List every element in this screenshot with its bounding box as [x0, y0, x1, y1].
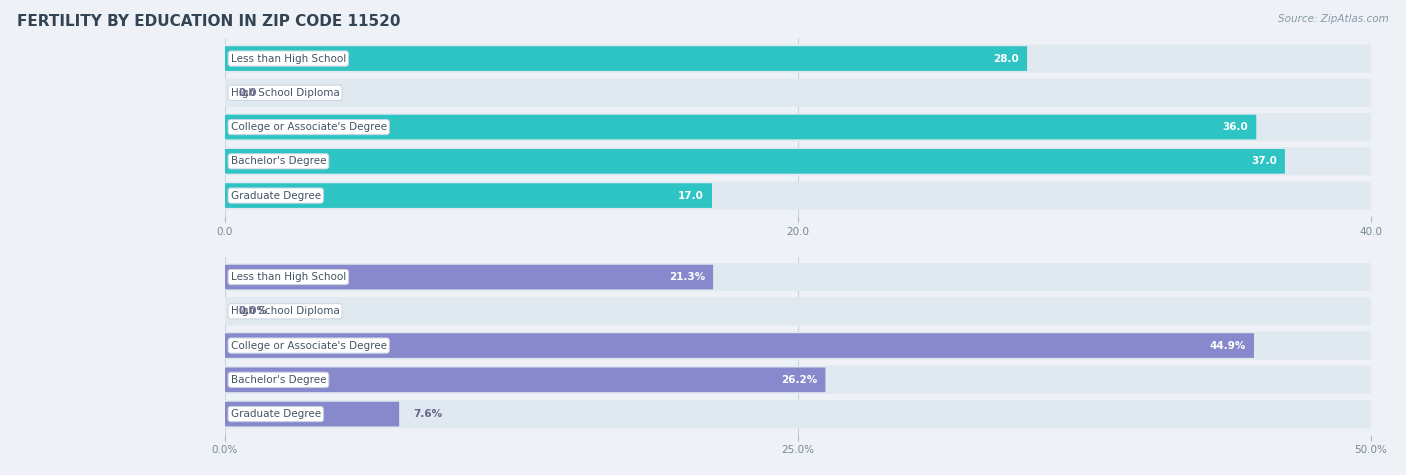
Text: 0.0: 0.0	[239, 88, 257, 98]
FancyBboxPatch shape	[225, 297, 1371, 325]
Text: College or Associate's Degree: College or Associate's Degree	[231, 341, 387, 351]
Text: Less than High School: Less than High School	[231, 54, 346, 64]
FancyBboxPatch shape	[225, 147, 1371, 175]
Text: High School Diploma: High School Diploma	[231, 306, 339, 316]
FancyBboxPatch shape	[225, 366, 1371, 394]
FancyBboxPatch shape	[225, 368, 825, 392]
Text: 28.0: 28.0	[993, 54, 1019, 64]
FancyBboxPatch shape	[225, 400, 1371, 428]
Text: Source: ZipAtlas.com: Source: ZipAtlas.com	[1278, 14, 1389, 24]
Text: Graduate Degree: Graduate Degree	[231, 409, 321, 419]
Text: Bachelor's Degree: Bachelor's Degree	[231, 375, 326, 385]
Text: 7.6%: 7.6%	[413, 409, 441, 419]
Text: 26.2%: 26.2%	[782, 375, 817, 385]
FancyBboxPatch shape	[225, 181, 1371, 209]
Text: College or Associate's Degree: College or Associate's Degree	[231, 122, 387, 132]
Text: High School Diploma: High School Diploma	[231, 88, 339, 98]
FancyBboxPatch shape	[225, 79, 1371, 107]
Text: Graduate Degree: Graduate Degree	[231, 190, 321, 200]
FancyBboxPatch shape	[225, 333, 1254, 358]
Text: 17.0: 17.0	[678, 190, 704, 200]
Text: Less than High School: Less than High School	[231, 272, 346, 282]
FancyBboxPatch shape	[225, 263, 1371, 291]
Text: FERTILITY BY EDUCATION IN ZIP CODE 11520: FERTILITY BY EDUCATION IN ZIP CODE 11520	[17, 14, 401, 29]
Text: 37.0: 37.0	[1251, 156, 1277, 166]
Text: 36.0: 36.0	[1222, 122, 1249, 132]
FancyBboxPatch shape	[225, 113, 1371, 141]
FancyBboxPatch shape	[225, 332, 1371, 360]
Text: 0.0%: 0.0%	[239, 306, 267, 316]
FancyBboxPatch shape	[225, 45, 1371, 73]
FancyBboxPatch shape	[225, 46, 1028, 71]
FancyBboxPatch shape	[225, 183, 711, 208]
FancyBboxPatch shape	[225, 402, 399, 427]
FancyBboxPatch shape	[225, 265, 713, 289]
Text: 44.9%: 44.9%	[1209, 341, 1246, 351]
Text: 21.3%: 21.3%	[669, 272, 704, 282]
FancyBboxPatch shape	[225, 115, 1257, 139]
FancyBboxPatch shape	[225, 149, 1285, 174]
Text: Bachelor's Degree: Bachelor's Degree	[231, 156, 326, 166]
